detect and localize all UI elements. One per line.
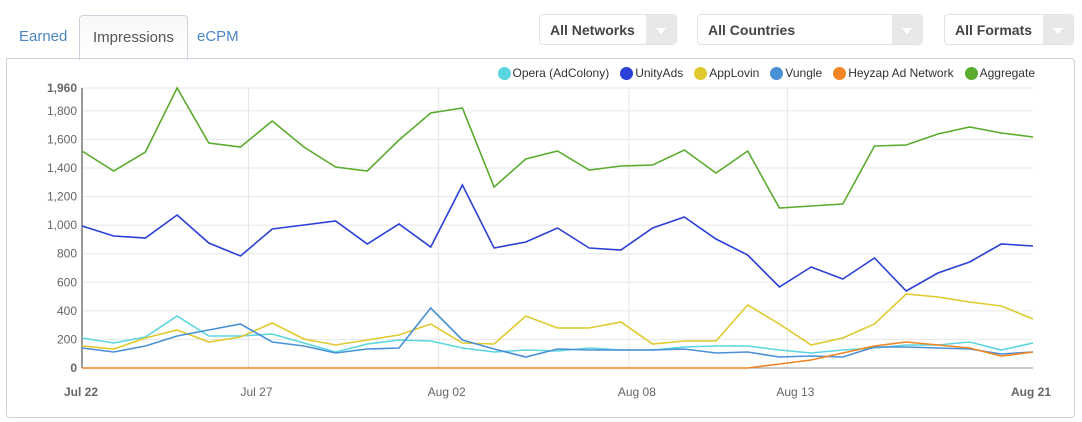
chart-legend: Opera (AdColony) UnityAds AppLovin Vungle He… xyxy=(497,66,1047,80)
y-tick-label: 1,960 xyxy=(47,81,77,95)
formats-select[interactable]: All Formats xyxy=(944,14,1074,45)
x-tick-label: Jul 22 xyxy=(64,385,98,399)
networks-select[interactable]: All Networks xyxy=(539,14,677,45)
x-tick-label: Aug 08 xyxy=(618,385,656,399)
legend-dot-icon xyxy=(964,66,978,80)
legend-label: Aggregate xyxy=(979,66,1035,80)
countries-select[interactable]: All Countries xyxy=(697,14,923,45)
formats-value: All Formats xyxy=(955,22,1033,38)
series-line-applovin xyxy=(81,293,1034,350)
y-tick-label: 1,600 xyxy=(47,132,77,146)
countries-value: All Countries xyxy=(708,22,796,38)
series-line-aggregate xyxy=(81,86,1034,209)
tab-ecpm[interactable]: eCPM xyxy=(197,28,239,45)
y-tick-label: 1,000 xyxy=(47,218,77,232)
tab-impressions[interactable]: Impressions xyxy=(79,15,188,60)
series-line-opera-adcolony- xyxy=(81,315,1034,354)
legend-item[interactable]: Heyzap Ad Network xyxy=(833,66,954,80)
y-tick-label: 800 xyxy=(57,247,77,261)
series-line-heyzap-ad-network xyxy=(82,341,1034,369)
x-tick-label: Aug 02 xyxy=(428,385,466,399)
legend-item[interactable]: Vungle xyxy=(770,66,822,80)
legend-dot-icon xyxy=(620,66,634,80)
legend-item[interactable]: AppLovin xyxy=(694,66,759,80)
x-tick-label: Aug 21 xyxy=(1011,385,1051,399)
legend-dot-icon xyxy=(833,66,847,80)
legend-label: AppLovin xyxy=(709,66,760,80)
legend-dot-icon xyxy=(497,66,511,80)
networks-value: All Networks xyxy=(550,22,635,38)
y-tick-label: 1,400 xyxy=(47,161,77,175)
legend-item[interactable]: Aggregate xyxy=(964,66,1035,80)
y-tick-label: 0 xyxy=(70,361,77,375)
series-line-unityads xyxy=(81,183,1034,293)
legend-dot-icon xyxy=(694,66,708,80)
legend-dot-icon xyxy=(770,66,784,80)
y-tick-label: 600 xyxy=(57,275,77,289)
chevron-down-icon xyxy=(646,15,676,44)
series-line-vungle xyxy=(81,306,1034,358)
tab-earned[interactable]: Earned xyxy=(19,28,68,45)
chart-panel xyxy=(6,58,1075,418)
legend-label: UnityAds xyxy=(635,66,684,80)
x-tick-label: Jul 27 xyxy=(240,385,272,399)
y-tick-label: 200 xyxy=(57,332,77,346)
y-tick-label: 1,800 xyxy=(47,104,77,118)
legend-label: Heyzap Ad Network xyxy=(848,66,954,80)
legend-item[interactable]: UnityAds xyxy=(620,66,683,80)
y-tick-label: 1,200 xyxy=(47,190,77,204)
x-tick-label: Aug 13 xyxy=(776,385,814,399)
chevron-down-icon xyxy=(1043,15,1073,44)
legend-label: Opera (AdColony) xyxy=(512,66,610,80)
y-tick-label: 400 xyxy=(57,304,77,318)
legend-label: Vungle xyxy=(785,66,823,80)
chevron-down-icon xyxy=(892,15,922,44)
legend-item[interactable]: Opera (AdColony) xyxy=(497,66,610,80)
